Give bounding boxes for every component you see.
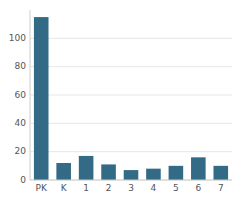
y-tick-label: 0 (20, 175, 26, 185)
y-tick-label: 20 (15, 146, 27, 156)
x-tick-labels: PK K 1 2 3 4 5 6 7 (36, 183, 224, 193)
x-tick-label: PK (36, 183, 48, 193)
y-tick-labels: 0 20 40 60 80 100 (9, 33, 26, 185)
y-tick-label: 100 (9, 33, 26, 43)
y-tick-label: 40 (15, 118, 27, 128)
grid-line (30, 95, 232, 96)
bars (34, 17, 228, 180)
y-tick-label: 60 (15, 90, 27, 100)
bar (191, 157, 206, 180)
x-tick-label: 1 (83, 183, 89, 193)
bar (79, 156, 94, 180)
bar (56, 163, 71, 180)
bar (101, 164, 116, 180)
y-tick-label: 80 (15, 61, 27, 71)
x-tick-label: 4 (151, 183, 157, 193)
bar (169, 166, 184, 180)
x-tick-label: 2 (106, 183, 112, 193)
bar (124, 170, 139, 180)
y-axis-line (30, 10, 31, 180)
bar (213, 166, 228, 180)
chart-container: 0 20 40 60 80 100 PK K 1 2 3 4 5 6 7 (0, 0, 240, 200)
grid-line (30, 180, 232, 181)
x-axis-line (30, 180, 232, 181)
x-tick-label: 5 (173, 183, 179, 193)
x-tick-label: 3 (128, 183, 134, 193)
x-tick-label: K (61, 183, 68, 193)
bar (146, 169, 161, 180)
y-grid (30, 38, 232, 180)
grid-line (30, 38, 232, 39)
grid-line (30, 66, 232, 67)
chart-svg: 0 20 40 60 80 100 PK K 1 2 3 4 5 6 7 (0, 0, 240, 200)
grid-line (30, 151, 232, 152)
bar (34, 17, 49, 180)
grid-line (30, 123, 232, 124)
x-tick-label: 7 (218, 183, 224, 193)
x-tick-label: 6 (195, 183, 201, 193)
